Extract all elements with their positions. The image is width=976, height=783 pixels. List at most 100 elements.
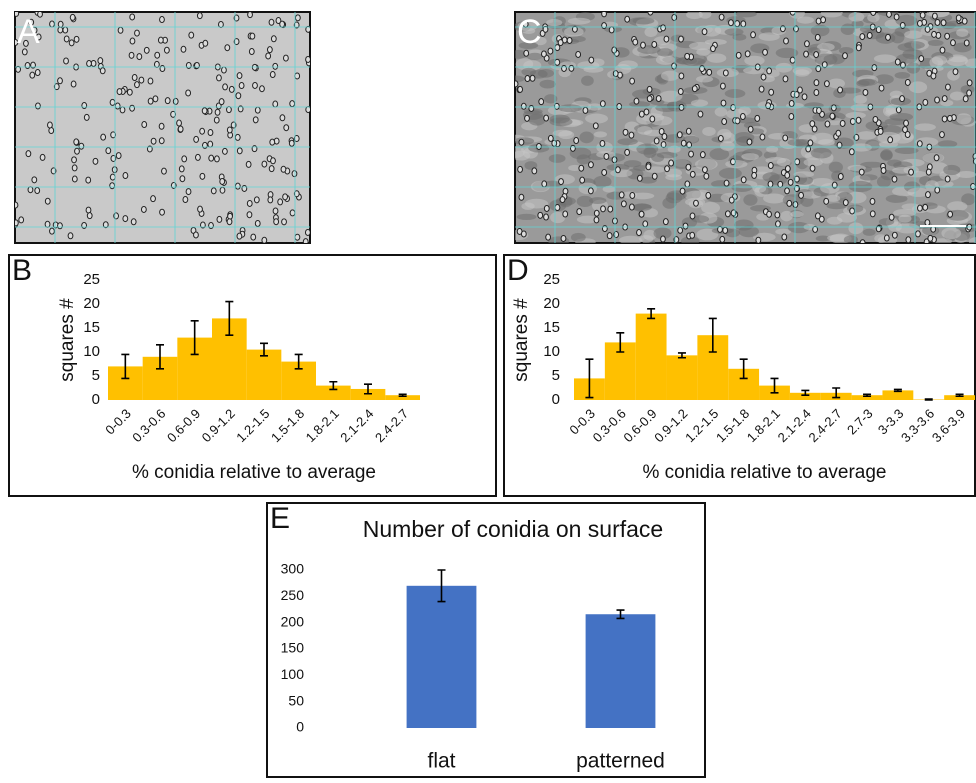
conidium	[706, 192, 711, 198]
conidium	[239, 83, 244, 89]
texture	[947, 201, 967, 211]
conidium	[650, 116, 655, 122]
conidium	[686, 164, 691, 170]
conidium	[602, 23, 607, 29]
texture	[546, 19, 562, 26]
conidium	[235, 134, 240, 140]
conidium	[918, 205, 923, 211]
conidium	[151, 138, 156, 144]
conidium	[799, 192, 804, 198]
texture	[633, 17, 655, 24]
conidium	[518, 166, 523, 172]
y-tick-label: 25	[83, 271, 100, 288]
x-tick-label: 2.7-3	[844, 406, 876, 438]
conidium	[271, 158, 276, 164]
conidium	[561, 235, 566, 241]
conidium	[808, 140, 813, 146]
conidium	[178, 126, 183, 132]
conidium	[195, 62, 200, 68]
conidium	[283, 194, 288, 200]
x-tick-label: 1.8-2.1	[744, 406, 783, 445]
texture	[895, 72, 911, 79]
conidium	[719, 14, 724, 20]
texture	[909, 81, 927, 93]
conidium	[690, 232, 695, 238]
conidium	[621, 201, 626, 207]
conidium	[295, 73, 300, 79]
conidium	[723, 227, 728, 233]
conidium	[539, 99, 544, 105]
conidium	[677, 132, 682, 138]
conidium	[253, 82, 258, 88]
conidium	[664, 36, 669, 42]
conidium	[250, 33, 255, 39]
conidium	[132, 75, 137, 81]
conidium	[208, 141, 213, 147]
conidium	[685, 53, 690, 59]
conidium	[698, 111, 703, 117]
conidium	[789, 114, 794, 120]
conidium	[284, 55, 289, 61]
conidium	[203, 40, 208, 46]
conidium	[158, 37, 163, 43]
conidium	[209, 155, 214, 161]
conidium	[115, 103, 120, 109]
conidium	[223, 84, 228, 90]
bar	[667, 355, 698, 400]
conidium	[569, 65, 574, 71]
conidium	[856, 117, 861, 123]
texture	[527, 53, 543, 60]
conidium	[935, 187, 940, 193]
conidium	[594, 210, 599, 216]
conidium	[197, 13, 202, 19]
conidium	[200, 173, 205, 179]
conidium	[817, 108, 822, 114]
texture	[874, 54, 896, 63]
conidium	[116, 153, 121, 159]
conidium	[148, 98, 153, 104]
conidium	[814, 52, 819, 58]
texture	[610, 169, 632, 177]
conidium	[162, 168, 167, 174]
conidium	[625, 16, 630, 22]
conidium	[154, 61, 159, 67]
conidium	[262, 161, 267, 167]
conidium	[544, 214, 549, 220]
conidium	[926, 169, 931, 175]
conidium	[723, 70, 728, 76]
x-axis-title: % conidia relative to average	[643, 462, 887, 483]
texture	[759, 32, 780, 40]
texture	[827, 217, 843, 225]
conidium	[48, 122, 53, 128]
texture	[585, 114, 608, 124]
conidium	[160, 17, 165, 23]
texture	[821, 8, 843, 17]
conidium	[967, 80, 972, 86]
conidium	[967, 90, 972, 96]
conidium	[613, 71, 618, 77]
texture	[904, 41, 925, 49]
conidium	[525, 76, 530, 82]
texture	[932, 55, 947, 65]
conidium	[151, 196, 156, 202]
texture	[568, 18, 591, 25]
conidium	[186, 189, 191, 195]
texture	[887, 160, 902, 167]
panel-label: C	[517, 13, 542, 51]
y-tick-label: 100	[281, 666, 305, 682]
conidium	[63, 27, 68, 33]
conidium	[925, 220, 930, 226]
conidium	[895, 59, 900, 65]
texture	[794, 69, 809, 76]
conidium	[72, 157, 77, 163]
conidium	[281, 166, 286, 172]
conidium	[892, 176, 897, 182]
texture	[880, 150, 893, 160]
conidium	[247, 200, 252, 206]
conidium	[106, 148, 111, 154]
conidium	[200, 128, 205, 134]
conidium	[165, 98, 170, 104]
conidium	[815, 34, 820, 40]
conidium	[672, 14, 677, 20]
